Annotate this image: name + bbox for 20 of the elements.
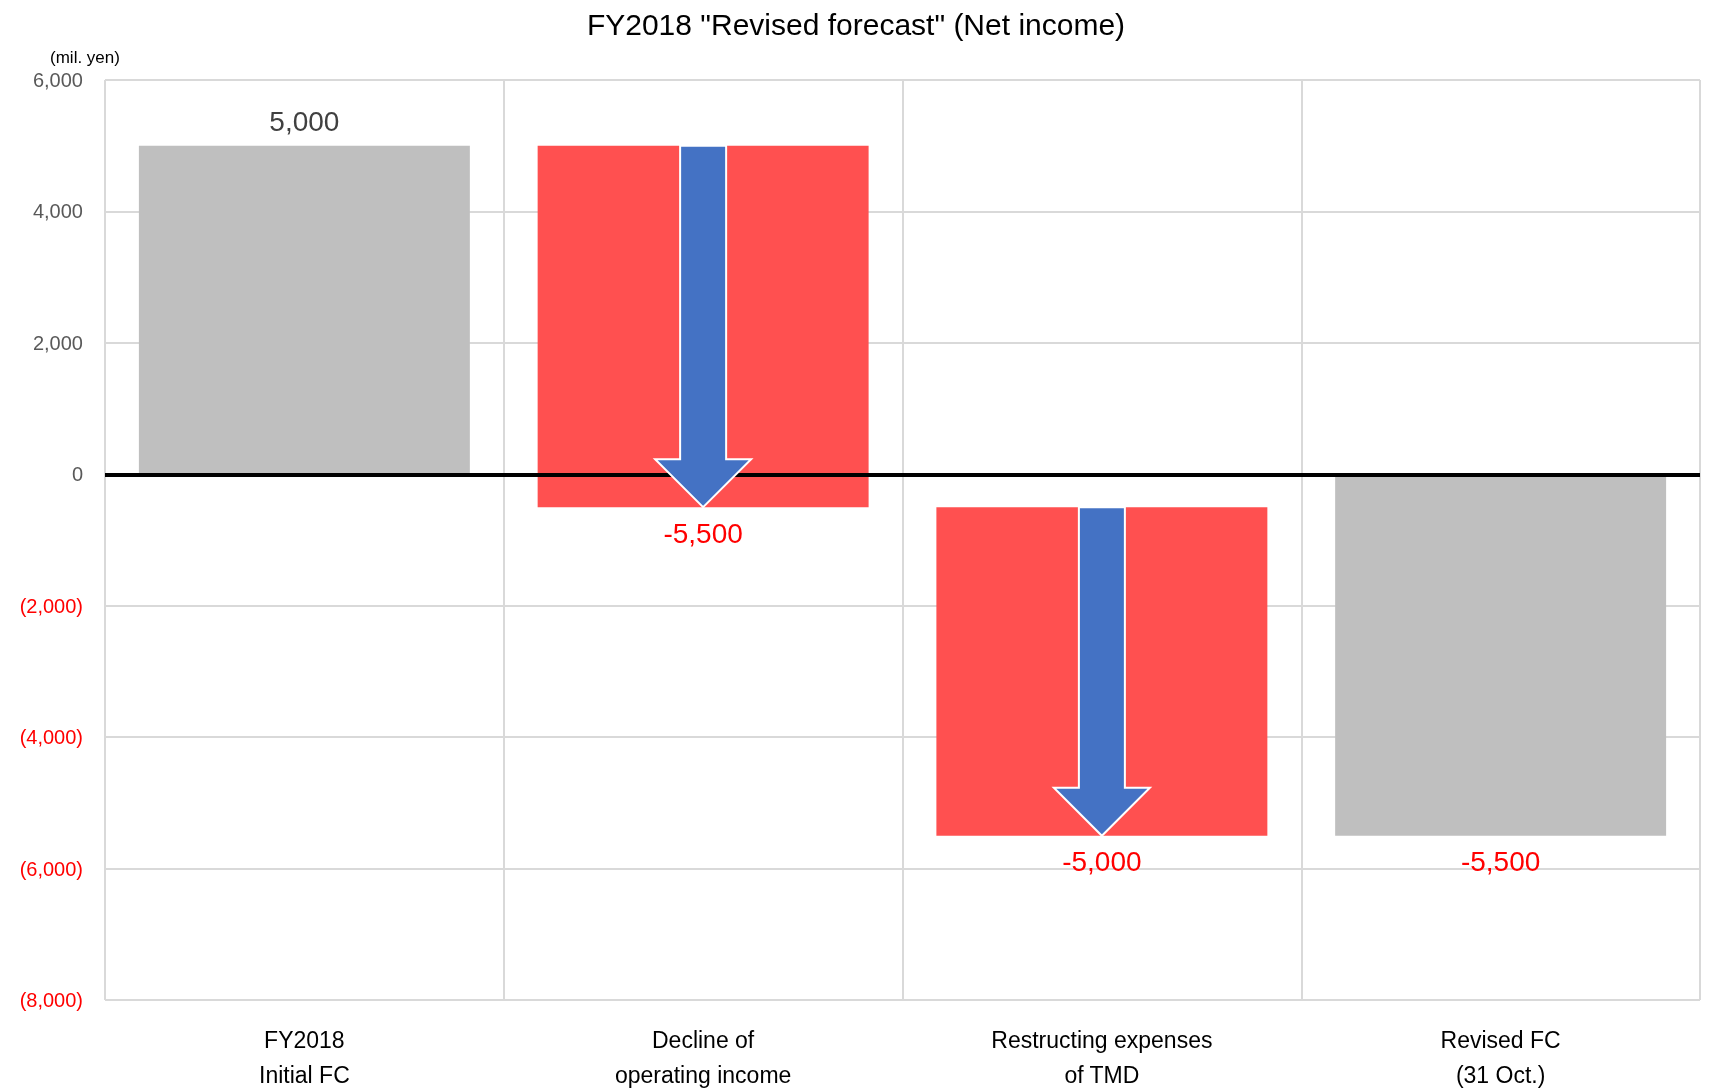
bar: [1335, 474, 1667, 836]
data-label: -5,500: [1460, 846, 1541, 878]
y-tick-label: 4,000: [32, 200, 83, 223]
x-tick-label: Restructing expenses of TMD: [991, 1026, 1213, 1088]
y-axis-title: (mil. yen): [50, 48, 120, 67]
bar: [138, 145, 470, 475]
y-tick-label: 2,000: [32, 331, 83, 354]
data-label: 5,000: [269, 106, 340, 138]
chart-title: FY2018 "Revised forecast" (Net income): [586, 7, 1126, 41]
data-label: -5,000: [1062, 846, 1142, 878]
y-tick-label: 0: [71, 463, 83, 486]
x-tick-label: Decline of operating income: [614, 1026, 792, 1088]
y-tick-label: (4,000): [19, 726, 83, 749]
y-tick-label: (6,000): [19, 857, 83, 880]
y-tick-label: (8,000): [19, 989, 83, 1011]
x-tick-label: Revised FC (31 Oct.): [1440, 1026, 1561, 1088]
y-tick-label: (2,000): [19, 594, 83, 617]
y-tick-label: 6,000: [32, 69, 83, 91]
data-label: -5,500: [663, 517, 743, 549]
x-tick-label: FY2018 Initial FC: [259, 1026, 350, 1088]
